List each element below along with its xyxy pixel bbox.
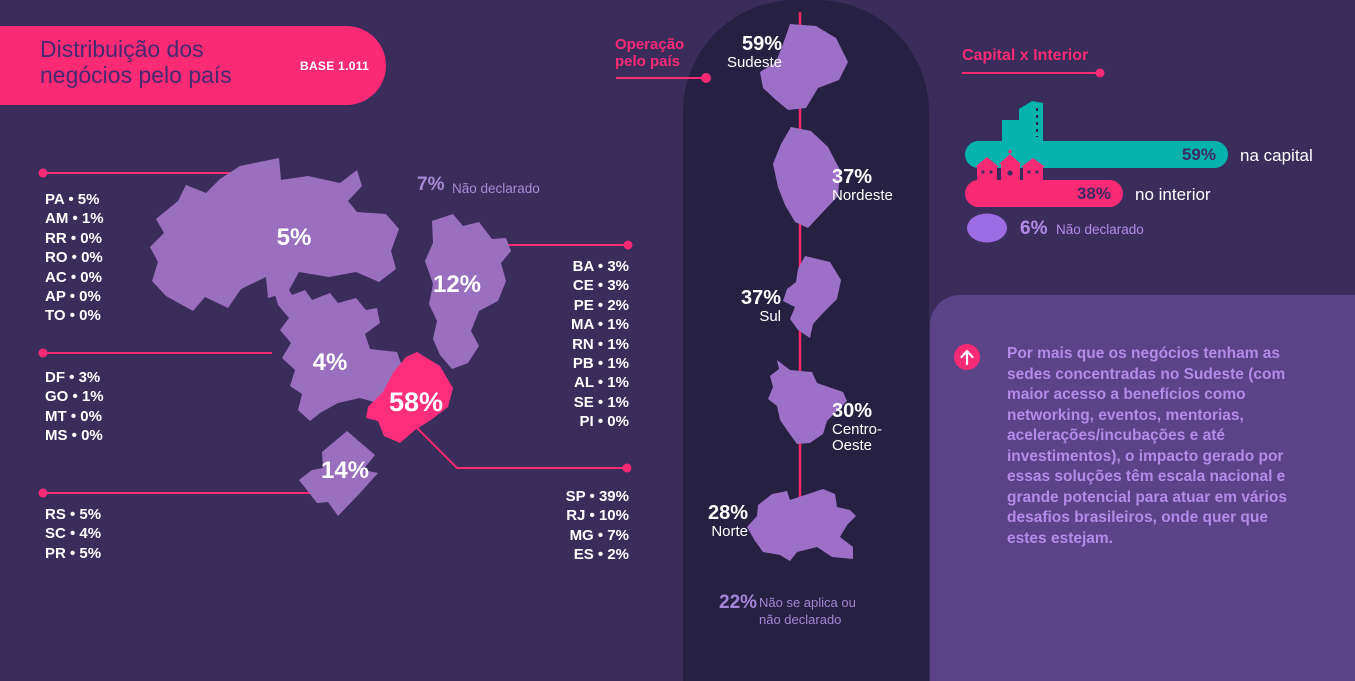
capital-not-declared-value: 6% bbox=[1020, 218, 1048, 239]
capital-heading-dot bbox=[1095, 68, 1105, 78]
state-row: RO • 0% bbox=[45, 249, 103, 267]
capital-bar-value: 59% bbox=[1181, 145, 1216, 164]
operation-heading-dot bbox=[701, 73, 711, 83]
operation-heading: Operação pelo país bbox=[615, 36, 685, 70]
op-label-nordeste: 37% Nordeste bbox=[832, 166, 893, 204]
op-region: Norte bbox=[711, 523, 748, 540]
interior-bar-value: 38% bbox=[1076, 184, 1111, 203]
op-value: 37% bbox=[832, 166, 873, 188]
state-row: CE • 3% bbox=[572, 277, 629, 295]
map-value-sudeste: 58% bbox=[388, 387, 444, 417]
up-arrow-icon bbox=[954, 344, 980, 370]
state-row: MS • 0% bbox=[45, 427, 103, 445]
op-value: 37% bbox=[740, 287, 781, 309]
op-shape-sul bbox=[783, 256, 841, 338]
leader-lines bbox=[38, 168, 633, 498]
state-row: SC • 4% bbox=[45, 525, 102, 543]
map-region-nordeste bbox=[425, 214, 511, 369]
capital-heading: Capital x Interior bbox=[962, 47, 1089, 64]
page-title: Distribuição dos negócios pelo país bbox=[40, 36, 232, 88]
state-row: MG • 7% bbox=[569, 526, 629, 544]
insight-paragraph: Por mais que os negócios tenham as sedes… bbox=[1007, 345, 1287, 547]
state-row: AL • 1% bbox=[574, 374, 629, 392]
state-list-norte: PA • 5% AM • 1% RR • 0% RO • 0% AC • 0% … bbox=[45, 190, 104, 326]
map-region-centro-oeste bbox=[274, 283, 402, 421]
map-value-sul: 14% bbox=[320, 457, 370, 484]
op-region: Centro-Oeste bbox=[832, 421, 883, 454]
capital-bar-label: na capital bbox=[1240, 146, 1313, 165]
not-declared-blob bbox=[967, 213, 1007, 243]
state-list-sul: RS • 5% SC • 4% PR • 5% bbox=[45, 505, 101, 563]
state-row: PI • 0% bbox=[579, 413, 629, 431]
state-row: ES • 2% bbox=[573, 546, 629, 564]
state-row: AM • 1% bbox=[45, 210, 104, 228]
op-shape-norte bbox=[747, 489, 856, 561]
houses-icon bbox=[975, 149, 1045, 180]
state-list-nordeste: BA • 3% CE • 3% PE • 2% MA • 1% RN • 1% … bbox=[529, 257, 629, 432]
map-region-sudeste bbox=[366, 352, 453, 443]
op-not-applicable-label: Não se aplica ou não declarado bbox=[759, 595, 856, 627]
map-region-norte bbox=[150, 158, 399, 311]
state-row: MT • 0% bbox=[45, 407, 102, 425]
state-row: DF • 3% bbox=[45, 369, 101, 386]
city-buildings-icon bbox=[1002, 101, 1043, 142]
op-shape-sudeste bbox=[760, 24, 848, 110]
op-label-centro-oeste: 30% Centro-Oeste bbox=[832, 400, 896, 454]
base-badge: BASE 1.011 bbox=[300, 59, 370, 73]
state-row: RN • 1% bbox=[572, 335, 629, 353]
state-row: RR • 0% bbox=[45, 229, 102, 247]
op-region: Sudeste bbox=[726, 54, 782, 71]
brazil-map bbox=[150, 158, 511, 516]
state-row: TO • 0% bbox=[45, 307, 101, 325]
state-list-sudeste: SP • 39% RJ • 10% MG • 7% ES • 2% bbox=[519, 487, 629, 565]
map-not-declared-value: 7% bbox=[417, 174, 445, 195]
op-shape-centro-oeste bbox=[768, 360, 847, 444]
state-row: SP • 39% bbox=[565, 488, 629, 505]
map-value-norte: 5% bbox=[276, 224, 312, 251]
state-row: RS • 5% bbox=[45, 506, 102, 523]
op-region: Sul bbox=[759, 308, 781, 325]
state-row: MA • 1% bbox=[570, 316, 629, 334]
operation-region-shapes bbox=[747, 24, 856, 561]
operation-panel bbox=[683, 0, 929, 681]
state-row: AC • 0% bbox=[45, 268, 102, 286]
map-not-declared-label: Não declarado bbox=[452, 181, 540, 196]
state-row: RJ • 10% bbox=[566, 507, 629, 525]
state-row: BA • 3% bbox=[572, 258, 629, 275]
capital-not-declared-label: Não declarado bbox=[1056, 222, 1144, 237]
op-region: Nordeste bbox=[832, 187, 893, 204]
op-not-applicable-value: 22% bbox=[719, 592, 758, 613]
state-row: PR • 5% bbox=[45, 544, 102, 562]
op-label-sudeste: 59% Sudeste bbox=[682, 33, 782, 71]
map-region-sul bbox=[299, 431, 378, 516]
state-row: AP • 0% bbox=[45, 288, 101, 306]
state-row: PB • 1% bbox=[572, 355, 629, 373]
state-row: PA • 5% bbox=[45, 191, 100, 208]
state-row: PE • 2% bbox=[573, 296, 629, 314]
map-value-nordeste: 12% bbox=[432, 271, 482, 298]
insight-panel bbox=[930, 295, 1355, 681]
op-label-sul: 37% Sul bbox=[681, 287, 781, 325]
interior-bar-label: no interior bbox=[1135, 185, 1211, 204]
state-row: SE • 1% bbox=[573, 393, 629, 411]
op-value: 28% bbox=[707, 502, 748, 524]
op-shape-nordeste bbox=[773, 127, 840, 228]
state-list-centro-oeste: DF • 3% GO • 1% MT • 0% MS • 0% bbox=[45, 368, 104, 446]
op-value: 30% bbox=[832, 400, 873, 422]
op-value: 59% bbox=[741, 33, 782, 55]
op-label-norte: 28% Norte bbox=[648, 502, 748, 540]
map-value-centro-oeste: 4% bbox=[312, 349, 348, 376]
interior-bar bbox=[965, 180, 1123, 207]
state-row: GO • 1% bbox=[45, 388, 104, 406]
title-banner bbox=[0, 26, 386, 105]
